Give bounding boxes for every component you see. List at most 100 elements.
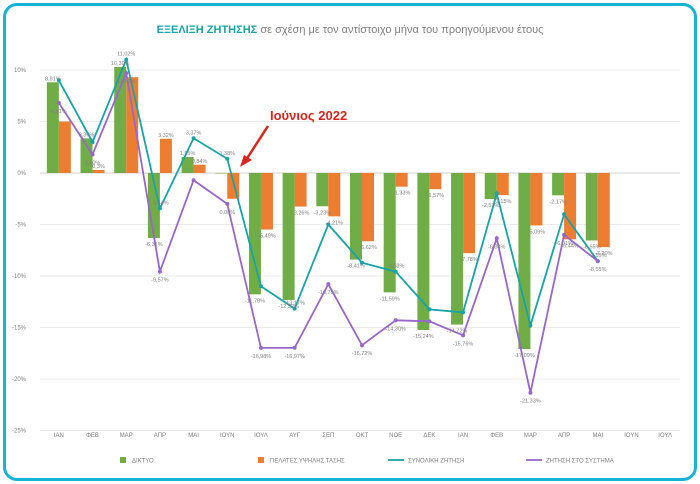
data-label: -8,55% [589, 267, 607, 273]
series-point-0 [191, 136, 196, 141]
bar-1 [193, 164, 206, 173]
x-tick-label: ΙΑΝ [54, 433, 64, 439]
series-point-0 [360, 260, 364, 265]
series-point-0 [90, 140, 95, 145]
data-label: -6,62% [359, 245, 377, 251]
data-label: -12,32% [278, 304, 299, 310]
bar-1 [463, 173, 476, 254]
data-label: -5,49% [258, 234, 276, 240]
data-label: -2,15% [494, 199, 512, 205]
data-label: 8,81% [45, 76, 61, 82]
bar-1 [564, 173, 577, 240]
bar-0 [46, 82, 59, 173]
data-label: -11,78% [245, 298, 265, 304]
data-label: -6,44% [561, 243, 579, 249]
data-label: -14,30% [385, 326, 406, 332]
x-tick-label: ΣΕΠ [322, 433, 334, 439]
y-tick-label: -10% [12, 274, 27, 280]
series-point-1 [562, 232, 567, 237]
bar-1 [58, 121, 71, 173]
data-label: 1,38% [219, 151, 235, 157]
bar-1 [159, 138, 172, 173]
bar-0 [80, 138, 93, 173]
data-label: -7,78% [460, 257, 478, 263]
data-label: 11,02% [117, 52, 135, 58]
data-label: 0,84% [192, 159, 208, 165]
bar-1 [395, 173, 408, 187]
data-label: -1,57% [427, 193, 445, 199]
series-point-0 [56, 78, 61, 83]
data-label: -15,24% [413, 334, 434, 340]
bar-0 [518, 173, 531, 350]
bar-0 [585, 173, 598, 241]
legend-swatch [258, 457, 264, 463]
series-point-1 [595, 259, 600, 264]
data-label: -5,09% [528, 229, 546, 235]
data-label: -10,79% [318, 290, 339, 296]
series-point-0 [225, 156, 230, 161]
bar-1 [362, 173, 374, 242]
x-tick-label: ΜΑΡ [120, 433, 133, 439]
data-label: 0,08% [219, 210, 235, 216]
legend-label: ΔΙΚΤΥΟ [132, 459, 154, 465]
y-tick-label: 0% [17, 171, 26, 177]
bar-0 [417, 173, 430, 330]
chart-title: ΕΞΕΛΙΞΗ ΖΗΤΗΣΗΣ σε σχέση με τον αντίστοι… [0, 24, 700, 36]
data-label: -3,23% [314, 210, 332, 216]
annotation-group: Ιούνιος 2022 [240, 108, 347, 167]
data-label: -7,20% [595, 251, 613, 257]
data-label: 1,55% [180, 151, 196, 157]
series-point-1 [427, 319, 432, 324]
series-point-1 [326, 282, 331, 287]
data-label: -3,26% [292, 211, 310, 217]
x-tick-label: ΑΠΡ [154, 433, 166, 439]
series-point-0 [461, 310, 466, 315]
annotation-arrow [244, 125, 270, 161]
data-label: 3,36% [79, 132, 95, 138]
x-tick-label: ΙΟΥΝ [624, 433, 638, 439]
series-point-0 [157, 206, 162, 211]
data-label: -17,09% [514, 353, 535, 359]
y-axis: 10% 5% 0% -5% -10% -15% -20% -25% [12, 68, 27, 435]
bar-1 [530, 173, 543, 226]
data-label: -8,41% [347, 264, 365, 270]
series-point-1 [124, 71, 129, 76]
series-point-0 [292, 306, 297, 311]
legend-label: ΣΥΝΟΛΙΚΗ ΖΗΤΗΣΗ [408, 459, 464, 465]
series-point-1 [90, 152, 95, 157]
series-point-1 [258, 345, 263, 350]
data-label: -1,33% [393, 191, 411, 197]
y-tick-label: -15% [12, 326, 27, 332]
series-point-1 [225, 201, 230, 206]
bar-0 [350, 173, 362, 260]
series-point-0 [124, 57, 129, 62]
bar-1 [597, 173, 610, 248]
annotation-arrowhead [240, 155, 252, 167]
data-label: -6,31% [145, 242, 163, 248]
y-tick-label: -25% [12, 429, 27, 435]
series-point-0 [528, 323, 533, 328]
y-tick-label: 10% [14, 68, 27, 74]
data-label: -21,33% [520, 399, 541, 405]
bar-1 [328, 173, 341, 217]
data-label: 1,80% [85, 160, 101, 166]
data-label: 0,3% [92, 164, 105, 170]
chart-title-rest: σε σχέση με τον αντίστοιχο μήνα του προη… [257, 24, 544, 36]
data-label: -15,76% [453, 341, 474, 347]
series-point-1 [393, 318, 398, 323]
x-tick-label: ΙΟΥΛ [254, 433, 268, 439]
x-tick-label: ΙΟΥΛ [658, 433, 672, 439]
series-point-0 [326, 222, 331, 227]
data-label: -7,55% [589, 253, 607, 259]
x-tick-label: ΝΟΕ [389, 433, 402, 439]
data-label: -2,53% [482, 203, 500, 209]
bar-1 [294, 173, 307, 207]
x-tick-label: ΟΚΤ [356, 433, 369, 439]
series-point-0 [393, 269, 398, 274]
annotation-text: Ιούνιος 2022 [270, 108, 347, 123]
bar-0 [552, 173, 565, 196]
bar-0 [484, 173, 497, 200]
data-label: -14,72% [447, 329, 468, 335]
data-label: -6,34% [488, 244, 506, 250]
